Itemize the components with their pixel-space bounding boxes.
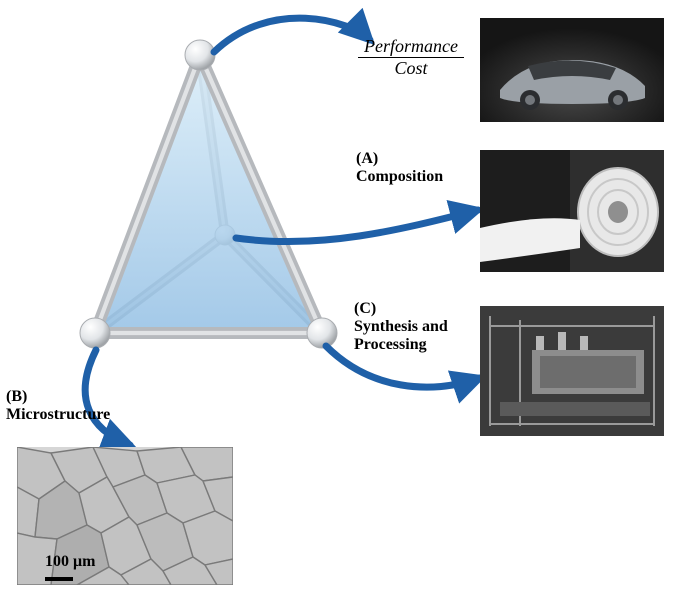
label-b-text: Microstructure [6,406,110,424]
label-a-letter: (A) [356,150,443,168]
scale-bar-label: 100 μm [45,553,95,571]
diagram-canvas: Performance Cost (A) Composition (C) Syn… [0,0,675,596]
cost-text: Cost [358,58,464,79]
label-a-text: Composition [356,168,443,186]
arrow-topToPerf [214,18,370,52]
performance-cost-label: Performance Cost [358,36,464,79]
factory-image [480,306,664,436]
label-c-letter: (C) [354,300,448,318]
label-c-synthesis: (C) Synthesis and Processing [354,300,448,354]
label-c-text1: Synthesis and [354,318,448,336]
label-b-microstructure: (B) Microstructure [6,388,110,424]
label-c-text2: Processing [354,336,448,354]
label-a-composition: (A) Composition [356,150,443,186]
scale-bar-tick [45,577,73,581]
microstructure-image: 100 μm [17,447,233,585]
steel-roll-image [480,150,664,272]
label-b-letter: (B) [6,388,110,406]
performance-text: Performance [358,36,464,58]
car-image [480,18,664,122]
